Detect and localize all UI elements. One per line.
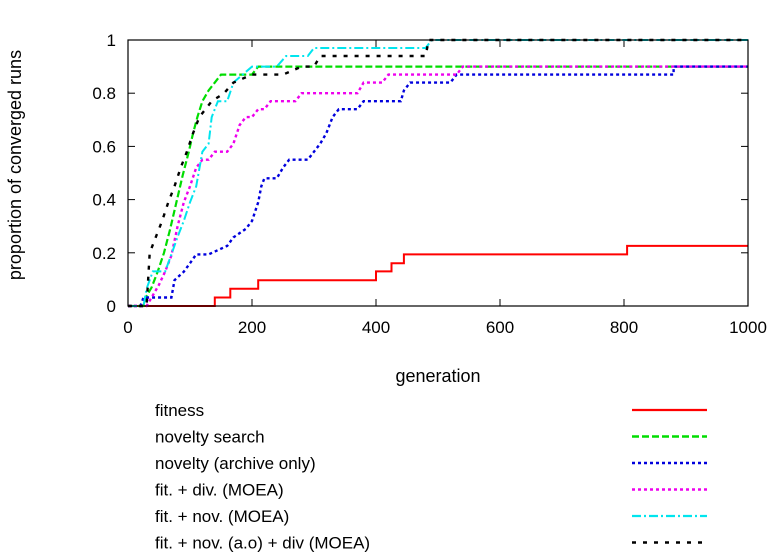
x-axis-title: generation [395,366,480,386]
legend-label: fit. + nov. (MOEA) [155,507,289,526]
y-axis-title: proportion of converged runs [5,50,25,280]
series-line-6 [128,38,748,308]
x-tick-label: 200 [238,318,266,337]
x-tick-label: 800 [610,318,638,337]
y-tick-label: 0.8 [92,84,116,103]
series-line-3 [128,65,748,308]
legend-label: novelty search [155,428,265,447]
legend-label: fit. + div. (MOEA) [155,481,284,500]
series-lines [128,38,748,308]
legend-label: novelty (archive only) [155,454,316,473]
axis-ticks: 0 200 400 600 800 1000 0 0.2 0.4 0.6 0.8 1 [92,31,767,337]
legend: fitness novelty search novelty (archive on… [155,401,707,553]
legend-label: fitness [155,401,204,420]
series-line-2 [128,65,748,308]
y-tick-label: 0.4 [92,191,116,210]
plot-frame [127,39,749,307]
x-tick-label: 600 [486,318,514,337]
x-tick-label: 400 [362,318,390,337]
y-tick-label: 0 [107,297,116,316]
series-line-1 [128,244,748,307]
y-tick-label: 1 [107,31,116,50]
x-tick-label: 0 [123,318,132,337]
series-line-4 [128,65,748,308]
x-tick-label: 1000 [729,318,767,337]
y-tick-label: 0.6 [92,137,116,156]
series-line-5 [128,39,748,307]
legend-label: fit. + nov. (a.o) + div (MOEA) [155,534,370,553]
y-tick-label: 0.2 [92,244,116,263]
